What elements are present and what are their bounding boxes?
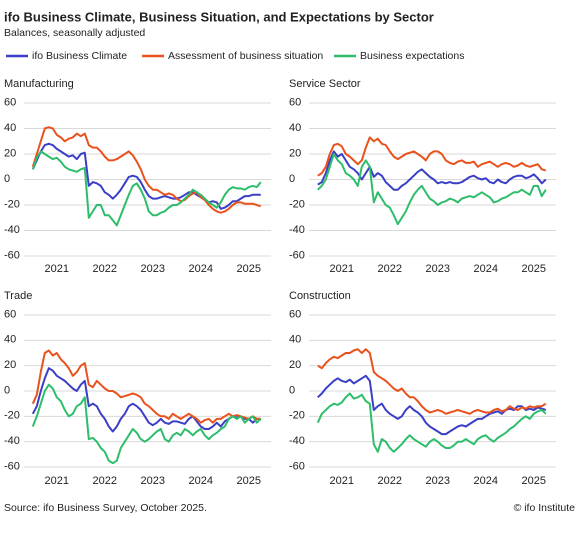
series-line [316, 392, 547, 453]
x-tick-label: 2023 [426, 263, 450, 275]
y-tick-label: -20 [289, 410, 305, 422]
panel-title: Trade [4, 290, 32, 302]
y-tick-label: -20 [4, 410, 20, 422]
legend-label: Business expectations [360, 50, 464, 62]
y-tick-label: -60 [289, 249, 305, 261]
source: Source: ifo Business Survey, October 202… [4, 502, 207, 514]
series-line [317, 374, 547, 436]
x-tick-label: 2023 [141, 263, 165, 275]
x-tick-label: 2021 [45, 263, 69, 275]
x-tick-label: 2022 [378, 263, 402, 275]
legend-label: ifo Business Climate [32, 50, 127, 62]
series-line [31, 150, 262, 227]
series-line [317, 150, 547, 191]
x-tick-label: 2022 [378, 475, 402, 487]
y-tick-label: -40 [289, 435, 305, 447]
y-tick-label: 20 [289, 147, 301, 159]
y-tick-label: -40 [4, 224, 20, 236]
series-line [31, 349, 261, 424]
x-tick-label: 2025 [522, 475, 546, 487]
y-tick-label: 0 [4, 384, 10, 396]
x-tick-label: 2023 [426, 475, 450, 487]
y-tick-label: 60 [4, 308, 16, 320]
y-tick-label: 60 [4, 96, 16, 108]
y-tick-label: -60 [4, 460, 20, 472]
y-tick-label: 0 [289, 173, 295, 185]
chart-title: ifo Business Climate, Business Situation… [4, 9, 434, 24]
y-tick-label: 20 [4, 359, 16, 371]
legend-label: Assessment of business situation [168, 50, 323, 62]
y-tick-label: 20 [289, 359, 301, 371]
x-tick-label: 2025 [522, 263, 546, 275]
x-tick-label: 2024 [189, 263, 213, 275]
series-line [317, 348, 547, 415]
x-tick-label: 2024 [474, 263, 498, 275]
x-tick-label: 2021 [45, 475, 69, 487]
y-tick-label: -60 [289, 460, 305, 472]
series-line [317, 153, 547, 226]
panel-title: Construction [289, 290, 351, 302]
x-tick-label: 2021 [330, 263, 354, 275]
x-tick-label: 2022 [93, 263, 117, 275]
x-tick-label: 2021 [330, 475, 354, 487]
y-tick-label: 20 [4, 147, 16, 159]
series-line [317, 136, 547, 177]
panel-title: Service Sector [289, 78, 361, 90]
y-tick-label: -20 [4, 198, 20, 210]
credit: © ifo Institute [514, 502, 576, 514]
y-tick-label: 60 [289, 308, 301, 320]
subtitle: Balances, seasonally adjusted [4, 27, 145, 39]
y-tick-label: 40 [289, 122, 301, 134]
y-tick-label: 40 [289, 334, 301, 346]
y-tick-label: -40 [4, 435, 20, 447]
series-line [31, 142, 261, 210]
series-line [31, 383, 262, 465]
x-tick-label: 2025 [237, 263, 261, 275]
y-tick-label: -40 [289, 224, 305, 236]
x-tick-label: 2025 [237, 475, 261, 487]
x-tick-label: 2024 [189, 475, 213, 487]
x-tick-label: 2024 [474, 475, 498, 487]
y-tick-label: 40 [4, 334, 16, 346]
y-tick-label: -20 [289, 198, 305, 210]
x-tick-label: 2022 [93, 475, 117, 487]
panel-title: Manufacturing [4, 78, 74, 90]
x-tick-label: 2023 [141, 475, 165, 487]
y-tick-label: 0 [4, 173, 10, 185]
y-tick-label: 0 [289, 384, 295, 396]
y-tick-label: 60 [289, 96, 301, 108]
y-tick-label: 40 [4, 122, 16, 134]
y-tick-label: -60 [4, 249, 20, 261]
series-line [31, 367, 261, 433]
series-line [31, 126, 262, 214]
